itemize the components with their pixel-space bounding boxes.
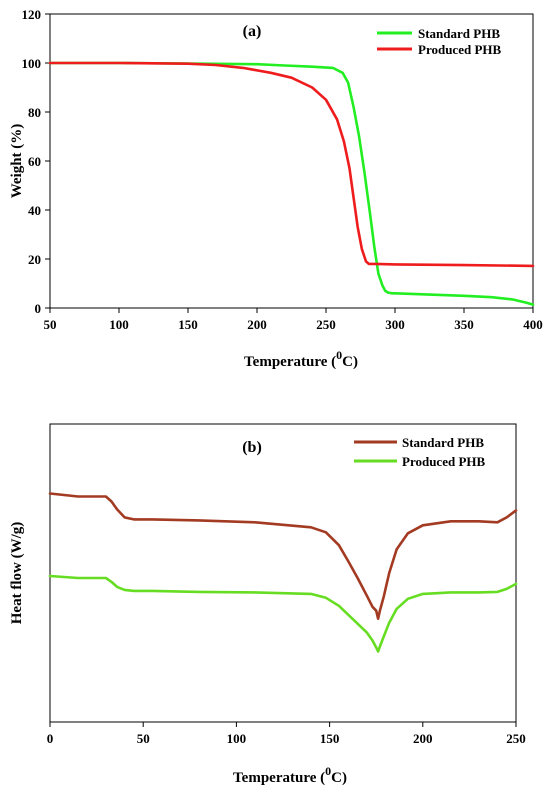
panel-a-y-tick-label: 40 <box>28 203 41 218</box>
legend-label-produced-phb: Produced PHB <box>418 42 502 57</box>
panel-a-x-tick-label: 400 <box>523 317 543 332</box>
panel-b-x-tick-label: 0 <box>47 731 54 746</box>
panel-b-x-tick-label: 50 <box>137 731 150 746</box>
panel-b-chart: 0 50 100 150 200 250 (b) Standard PHB Produce… <box>9 423 526 786</box>
panel-a-y-tick-label: 60 <box>28 154 41 169</box>
panel-a-x-tick-label: 200 <box>247 317 267 332</box>
panel-a-x-axis-title: Temperature (0C) <box>244 348 358 370</box>
panel-a-y-axis-title: Weight (%) <box>9 124 25 199</box>
legend-label-standard-phb-b: Standard PHB <box>402 435 484 450</box>
panel-a-y-tick-label: 120 <box>22 7 42 22</box>
panel-b-x-tick-label: 100 <box>227 731 247 746</box>
panel-a-series-produced-phb <box>48 61 535 268</box>
legend-label-standard-phb: Standard PHB <box>418 26 500 41</box>
panel-a-label: (a) <box>243 23 262 40</box>
panel-a-y-tick-label: 20 <box>28 252 41 267</box>
panel-a-legend: Standard PHB Produced PHB <box>377 26 502 57</box>
panel-a-y-tick-label: 0 <box>35 301 42 316</box>
panel-a-x-tick-label: 100 <box>109 317 129 332</box>
panel-b-legend: Standard PHB Produced PHB <box>354 435 486 469</box>
panel-b-x-tick-label: 150 <box>320 731 340 746</box>
panel-b-x-axis-title: Temperature (0C) <box>233 764 347 786</box>
panel-a-x-tick-label: 350 <box>454 317 474 332</box>
panel-b-series-standard-phb <box>48 492 518 621</box>
panel-a-chart: 50 100 150 200 250 300 350 400 0 20 40 60 80 100 120 (… <box>9 7 543 370</box>
panel-a-y-tick-label: 80 <box>28 105 41 120</box>
panel-b-series-produced-phb <box>48 574 518 653</box>
panel-b-plot-frame <box>49 423 517 723</box>
panel-a-y-tick-label: 100 <box>22 56 42 71</box>
panel-a-x-tick-label: 50 <box>44 317 57 332</box>
panel-b-x-tick-label: 200 <box>413 731 433 746</box>
panel-b-y-axis-title: Heat flow (W/g) <box>9 522 25 624</box>
legend-label-produced-phb-b: Produced PHB <box>402 454 486 469</box>
panel-a-series-standard-phb <box>48 61 535 306</box>
panel-a-x-tick-label: 300 <box>385 317 405 332</box>
panel-a-x-tick-label: 250 <box>316 317 336 332</box>
panel-b-label: (b) <box>242 439 262 456</box>
panel-a-x-tick-label: 150 <box>178 317 198 332</box>
panel-b-x-tick-label: 250 <box>506 731 526 746</box>
